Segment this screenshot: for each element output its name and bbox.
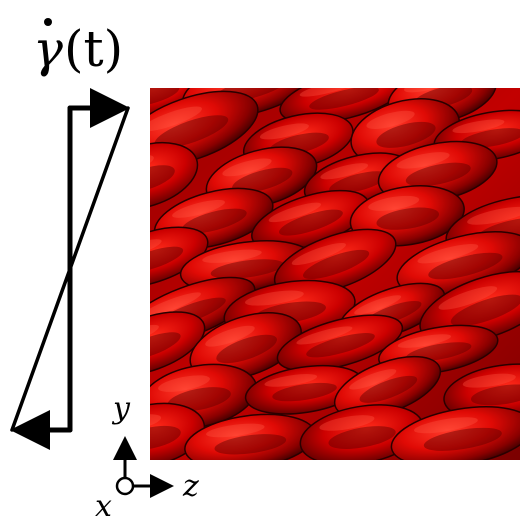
z-axis-label: z: [182, 469, 199, 504]
rbc-suspension-image: [150, 88, 520, 460]
time-derivative-dot: [44, 18, 52, 26]
red-blood-cell: [244, 364, 364, 415]
red-blood-cell: [150, 142, 199, 210]
red-blood-cell: [279, 88, 408, 124]
red-blood-cell: [150, 226, 209, 289]
shear-rate-argument: (t): [64, 20, 123, 78]
linear-profile-line: [10, 106, 130, 432]
coordinate-axes: [113, 436, 174, 498]
shear-rate-symbol: γ: [33, 20, 63, 78]
x-axis-label: x: [95, 489, 112, 519]
y-axis-label: y: [111, 391, 131, 426]
red-blood-cell: [251, 189, 370, 251]
red-blood-cell: [189, 312, 302, 381]
red-blood-cell: [150, 311, 206, 377]
red-blood-cell: [273, 228, 397, 296]
red-blood-cell: [184, 413, 316, 460]
red-blood-cell: [390, 406, 520, 460]
x-axis-out-of-plane-symbol: [115, 476, 135, 496]
red-blood-cell: [276, 314, 404, 372]
red-blood-cell: [333, 355, 442, 419]
cell-layer: [150, 88, 520, 460]
red-blood-cell: [150, 402, 206, 460]
velocity-profile: [10, 88, 130, 450]
